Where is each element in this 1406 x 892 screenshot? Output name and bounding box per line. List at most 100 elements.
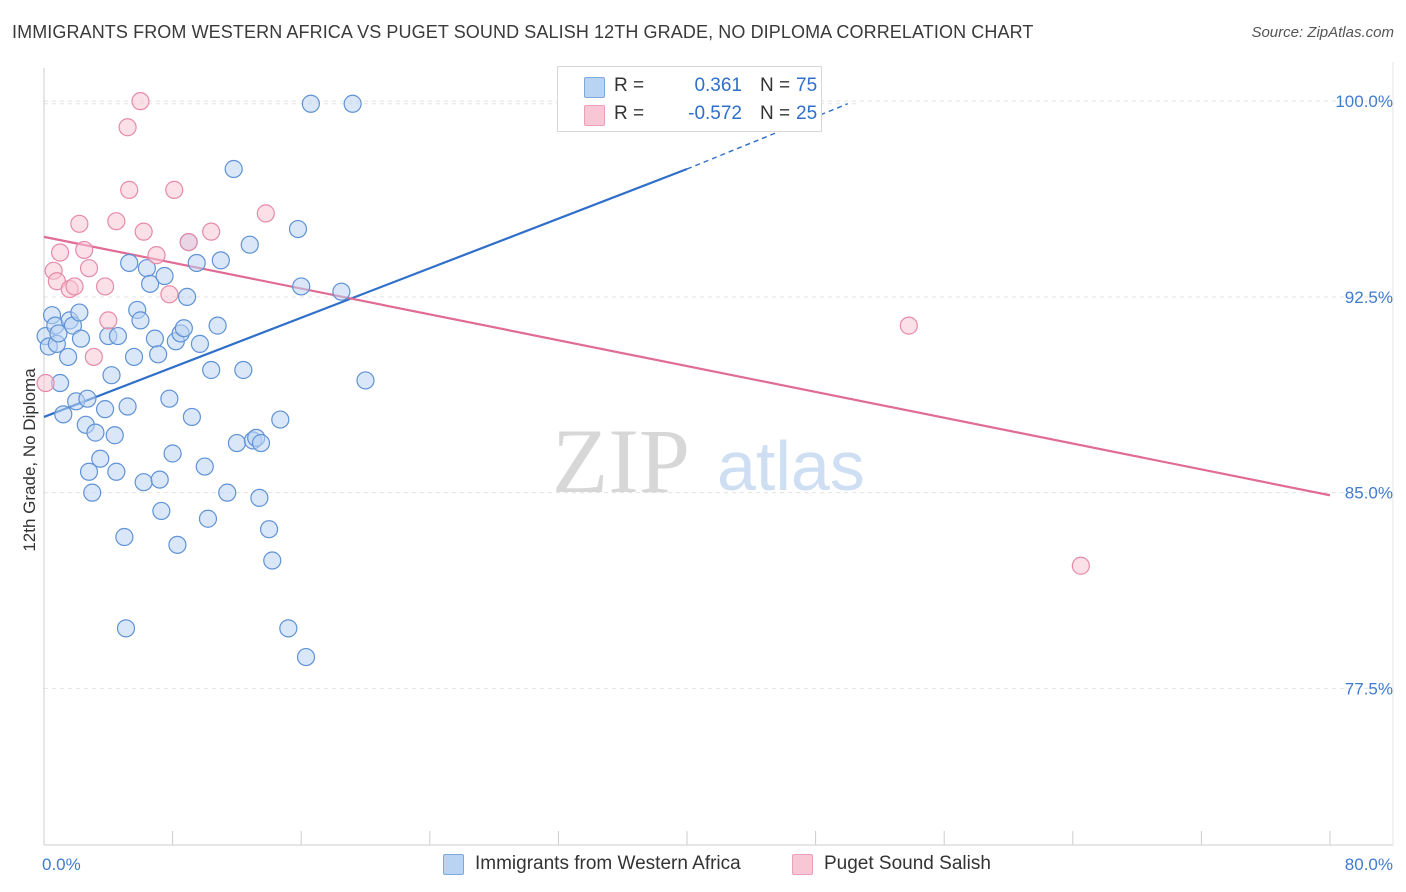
chart-title: IMMIGRANTS FROM WESTERN AFRICA VS PUGET … bbox=[12, 22, 1034, 42]
data-point-western-africa bbox=[195, 457, 214, 476]
trend-line-puget-sound-salish bbox=[43, 235, 1331, 497]
data-point-western-africa bbox=[332, 282, 351, 301]
data-point-western-africa bbox=[250, 488, 269, 507]
legend-n-value: 75 bbox=[796, 75, 818, 96]
watermark-zip: ZIP bbox=[552, 410, 690, 512]
data-point-western-africa bbox=[263, 551, 282, 570]
data-point-western-africa bbox=[134, 473, 153, 492]
data-point-western-africa bbox=[115, 527, 134, 547]
data-point-western-africa bbox=[251, 433, 271, 453]
data-point-puget-sound-salish bbox=[120, 180, 139, 199]
data-point-western-africa bbox=[78, 389, 97, 408]
data-point-western-africa bbox=[49, 324, 68, 343]
data-point-puget-sound-salish bbox=[131, 92, 150, 111]
legend-n-label: N = bbox=[760, 103, 791, 124]
data-point-western-africa bbox=[163, 444, 182, 463]
data-point-puget-sound-salish bbox=[95, 277, 115, 296]
data-point-western-africa bbox=[150, 470, 169, 489]
blue-swatch-icon bbox=[584, 77, 605, 98]
data-point-western-africa bbox=[118, 397, 137, 416]
data-point-western-africa bbox=[116, 619, 136, 638]
data-point-western-africa bbox=[71, 329, 91, 348]
data-point-western-africa bbox=[208, 316, 227, 335]
data-point-puget-sound-salish bbox=[99, 311, 118, 330]
data-point-puget-sound-salish bbox=[70, 214, 89, 233]
data-point-western-africa bbox=[343, 94, 362, 113]
data-point-western-africa bbox=[79, 462, 99, 481]
data-point-puget-sound-salish bbox=[1071, 556, 1090, 575]
data-point-western-africa bbox=[356, 371, 375, 390]
data-point-western-africa bbox=[288, 219, 308, 239]
data-point-puget-sound-salish bbox=[899, 316, 918, 335]
data-point-western-africa bbox=[108, 326, 128, 346]
pink-square-icon bbox=[792, 854, 813, 875]
data-point-western-africa bbox=[124, 347, 144, 367]
y-tick-label: 85.0% bbox=[1345, 484, 1393, 503]
watermark-atlas: atlas bbox=[717, 427, 865, 505]
data-point-western-africa bbox=[292, 277, 311, 296]
data-point-western-africa bbox=[187, 253, 206, 273]
data-point-puget-sound-salish bbox=[118, 118, 137, 137]
data-point-puget-sound-salish bbox=[160, 285, 179, 304]
data-point-western-africa bbox=[279, 619, 298, 638]
data-point-puget-sound-salish bbox=[165, 180, 184, 199]
trend-line-western-africa bbox=[43, 167, 688, 418]
data-point-western-africa bbox=[83, 483, 102, 502]
legend-n-label: N = bbox=[760, 75, 791, 96]
data-point-western-africa bbox=[190, 334, 210, 353]
data-point-western-africa bbox=[202, 360, 221, 380]
data-point-puget-sound-salish bbox=[202, 222, 221, 241]
x-tick-label: 0.0% bbox=[42, 855, 81, 874]
data-point-western-africa bbox=[182, 407, 201, 427]
data-point-western-africa bbox=[107, 462, 126, 481]
data-point-puget-sound-salish bbox=[75, 240, 94, 260]
pink-swatch-icon bbox=[584, 105, 605, 126]
data-point-puget-sound-salish bbox=[107, 212, 126, 231]
data-point-western-africa bbox=[177, 287, 197, 306]
data-point-western-africa bbox=[234, 360, 253, 380]
x-tick-label: 80.0% bbox=[1345, 855, 1393, 874]
data-point-western-africa bbox=[149, 345, 168, 364]
data-point-western-africa bbox=[91, 449, 110, 468]
data-point-western-africa bbox=[152, 501, 171, 521]
legend-label: Immigrants from Western Africa bbox=[475, 853, 741, 874]
data-point-western-africa bbox=[198, 509, 218, 528]
data-point-western-africa bbox=[218, 483, 237, 502]
data-point-western-africa bbox=[224, 159, 243, 179]
data-point-western-africa bbox=[95, 400, 115, 419]
data-point-western-africa bbox=[168, 535, 187, 554]
data-point-western-africa bbox=[211, 251, 230, 270]
data-point-western-africa bbox=[271, 410, 290, 429]
data-point-western-africa bbox=[301, 94, 320, 113]
data-point-puget-sound-salish bbox=[84, 347, 103, 367]
y-axis-label: 12th Grade, No Diploma bbox=[20, 368, 39, 552]
data-point-puget-sound-salish bbox=[65, 277, 84, 296]
data-point-western-africa bbox=[145, 329, 165, 348]
data-point-western-africa bbox=[174, 319, 193, 338]
data-point-western-africa bbox=[240, 235, 259, 254]
data-point-puget-sound-salish bbox=[79, 259, 99, 278]
data-point-western-africa bbox=[105, 426, 124, 445]
data-point-western-africa bbox=[131, 311, 150, 330]
data-point-western-africa bbox=[160, 389, 179, 408]
legend-r-value: -0.572 bbox=[688, 103, 742, 124]
data-point-western-africa bbox=[140, 274, 160, 293]
data-point-puget-sound-salish bbox=[50, 243, 70, 262]
legend-r-value: 0.361 bbox=[694, 75, 742, 96]
data-point-puget-sound-salish bbox=[36, 373, 55, 393]
data-point-western-africa bbox=[259, 520, 279, 539]
y-tick-label: 77.5% bbox=[1345, 679, 1393, 698]
data-point-western-africa bbox=[59, 347, 78, 367]
source-label: Source: ZipAtlas.com bbox=[1251, 24, 1394, 41]
data-point-western-africa bbox=[227, 433, 246, 453]
data-point-western-africa bbox=[54, 405, 73, 424]
blue-square-icon bbox=[443, 854, 464, 875]
data-point-puget-sound-salish bbox=[134, 222, 153, 241]
y-tick-label: 92.5% bbox=[1345, 288, 1393, 307]
legend-r-label: R = bbox=[614, 103, 645, 124]
data-point-puget-sound-salish bbox=[147, 246, 166, 265]
data-point-western-africa bbox=[86, 423, 105, 442]
data-point-puget-sound-salish bbox=[179, 232, 198, 252]
data-point-western-africa bbox=[102, 366, 121, 385]
